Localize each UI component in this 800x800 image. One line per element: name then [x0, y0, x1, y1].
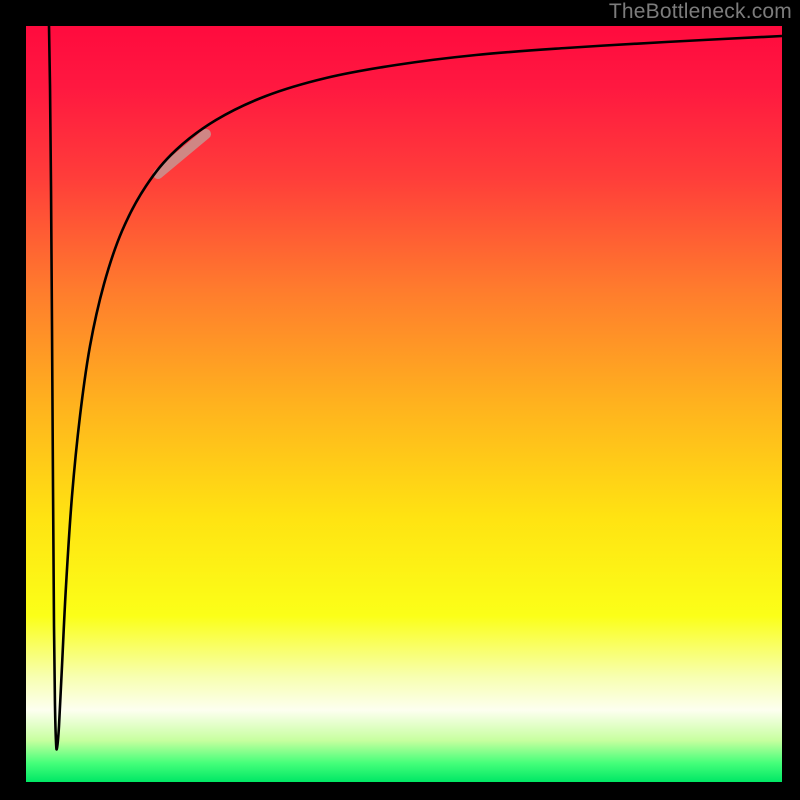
plot-background: [26, 26, 782, 782]
bottleneck-curve-plot: [26, 26, 782, 782]
watermark-text: TheBottleneck.com: [609, 0, 792, 24]
chart-frame: TheBottleneck.com: [0, 0, 800, 800]
